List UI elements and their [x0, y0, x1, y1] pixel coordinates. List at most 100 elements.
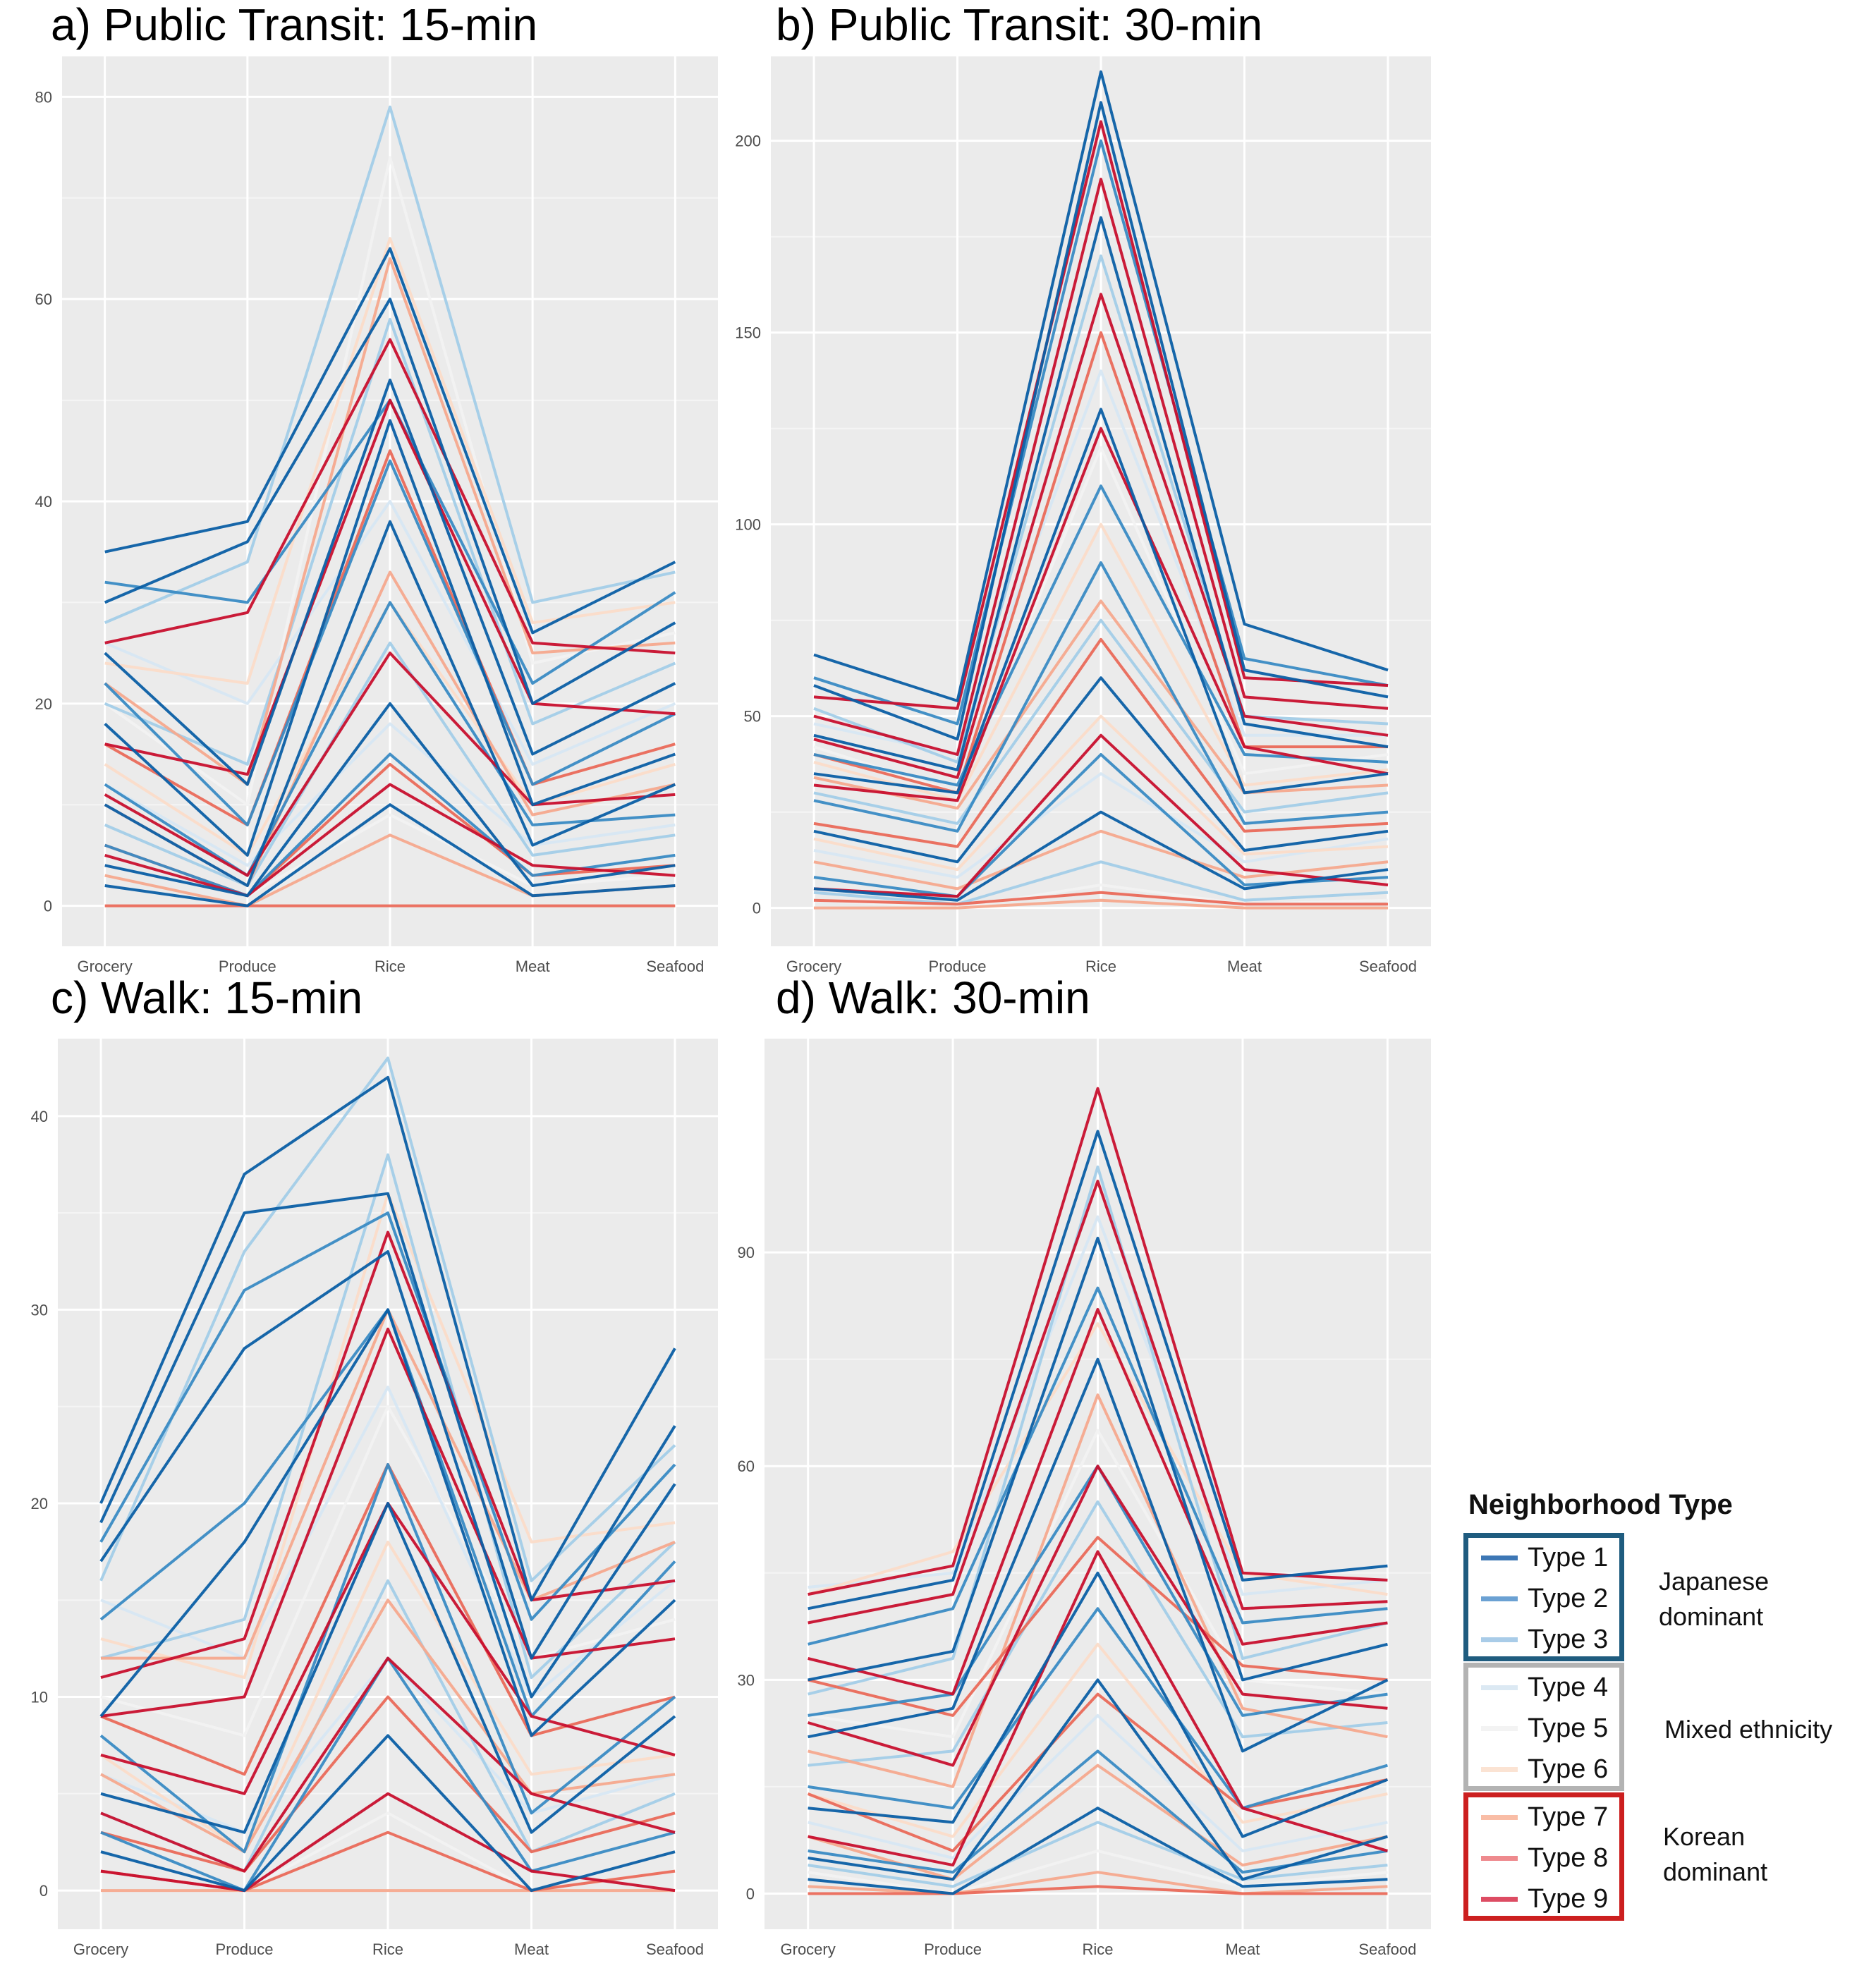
panel-c-series-line-type-5-15 [100, 1405, 676, 1737]
panel-d-series-line-type-1-1 [808, 1236, 1388, 1682]
panel-a-series-line-type-1-3 [104, 419, 676, 857]
panel-d-series-line-type-2-8 [808, 1607, 1388, 1810]
legend-group-korean-box [1463, 1792, 1624, 1921]
panel-d-series-line-type-8-22 [808, 1536, 1388, 1717]
panel-d-ytick-label: 60 [738, 1457, 755, 1475]
panel-b-series-line-type-9-29 [813, 733, 1389, 898]
legend-label-type-2: Type 2 [1528, 1583, 1609, 1613]
panel-a-title: a) Public Transit: 15-min [51, 0, 538, 50]
panel-c-series-line-type-2-8 [99, 1463, 676, 1854]
panel-d-series-line-type-5-16 [808, 1849, 1388, 1895]
legend-group-korean-label: Korean dominant [1663, 1822, 1768, 1886]
panel-c-series-line-type-1-4 [100, 1502, 676, 1834]
legend-item-type-2: Type 2 [1481, 1578, 1608, 1619]
panel-c-series-line-type-8-23 [100, 1695, 676, 1873]
legend-label-type-9: Type 9 [1528, 1883, 1609, 1914]
panel-d-series-line-type-5-15 [808, 1429, 1388, 1739]
panel-b-series-line-type-3-11 [813, 618, 1389, 825]
panel-a-series-line-type-3-13 [104, 641, 676, 887]
panel-b-series-line-type-7-21 [814, 898, 1388, 910]
panel-d-series-line-type-4-13 [808, 1215, 1388, 1596]
panel-d-xtick-meat: Meat [1225, 1941, 1260, 1958]
panel-d-series-line-type-6-17 [808, 1322, 1388, 1596]
panel-a-xtick-grocery: Grocery [78, 958, 133, 975]
panel-c-series-line-type-1-2 [99, 1250, 676, 1699]
panel-b-series-line-type-6-18 [813, 714, 1389, 872]
panel-c-series-line-type-7-20 [100, 1599, 676, 1854]
panel-b-title: b) Public Transit: 30-min [776, 0, 1263, 50]
panel-a-series-line-type-3-12 [104, 317, 676, 766]
panel-b-series-line-type-1-1 [813, 101, 1389, 741]
panel-b-series-line-type-2-8 [813, 561, 1389, 833]
panel-a-series-line-type-9-27 [104, 398, 676, 776]
panel-b-ytick-label: 0 [753, 900, 761, 917]
panel-b-xtick-grocery: Grocery [786, 958, 841, 975]
panel-a-series-line-type-9-29 [104, 783, 676, 898]
panel-b-ytick-label: 200 [735, 133, 761, 150]
panel-b-xtick-meat: Meat [1227, 958, 1262, 975]
panel-a-ytick-label: 0 [44, 898, 52, 915]
panel-b-series-line-type-8-23 [813, 637, 1389, 848]
legend-label-type-4: Type 4 [1528, 1672, 1609, 1702]
panel-c-series-line-type-1-0 [99, 1075, 676, 1602]
panel-b-series-line-type-1-4 [813, 676, 1389, 864]
panel-d-series-line-type-2-6 [808, 1286, 1388, 1646]
panel-c-ytick-label: 40 [31, 1108, 48, 1125]
panel-d-series-line-type-3-10 [808, 1165, 1388, 1696]
legend-label-type-8: Type 8 [1528, 1842, 1609, 1873]
legend-title: Neighborhood Type [1468, 1489, 1733, 1520]
panel-a-ytick-label: 80 [35, 88, 52, 106]
panel-d-series-line-type-1-3 [808, 1571, 1389, 1838]
panel-c-xtick-produce: Produce [216, 1941, 274, 1958]
panel-b-xtick-seafood: Seafood [1359, 958, 1417, 975]
panel-a-series-line-type-1-0 [104, 247, 676, 635]
panel-c-series-line-type-1-5 [100, 1734, 676, 1893]
panel-d-series-line-type-1-5 [808, 1807, 1388, 1895]
panel-a-ytick-label: 60 [35, 291, 52, 308]
panel-b-series-line-type-1-3 [813, 408, 1389, 795]
panel-b-series-line-type-1-2 [813, 216, 1389, 771]
panel-a-series-line-type-9-26 [104, 338, 676, 655]
panel-d-series-line-type-1-0 [808, 1130, 1388, 1611]
panel-a-xtick-seafood: Seafood [646, 958, 704, 975]
legend-group-mixed-box [1463, 1663, 1624, 1791]
legend-swatch-type-2 [1481, 1596, 1518, 1601]
panel-b-series-line-type-3-12 [813, 860, 1389, 906]
legend-swatch-type-7 [1481, 1814, 1518, 1820]
legend-item-type-3: Type 3 [1481, 1619, 1608, 1660]
legend-label-type-1: Type 1 [1528, 1542, 1609, 1572]
legend-group-japanese-label: Japanese dominant [1659, 1567, 1770, 1631]
legend-item-type-1: Type 1 [1481, 1537, 1608, 1578]
panel-b-series-line-type-8-22 [813, 331, 1388, 795]
panel-d-series-line-type-9-29 [808, 1550, 1388, 1867]
panel-c-ytick-label: 20 [31, 1495, 48, 1512]
legend-item-type-8: Type 8 [1481, 1838, 1608, 1878]
panel-a-series-line-type-1-4 [104, 520, 676, 887]
legend-item-type-4: Type 4 [1481, 1667, 1608, 1708]
panel-a-series-line-type-7-20 [104, 257, 676, 786]
legend-swatch-type-8 [1481, 1855, 1518, 1861]
panel-b-series-line-type-8-24 [813, 891, 1388, 906]
legend-swatch-type-5 [1481, 1725, 1518, 1731]
legend-item-type-5: Type 5 [1481, 1708, 1608, 1749]
legend-label-type-7: Type 7 [1528, 1802, 1609, 1832]
panel-a-series-line-type-8-23 [104, 449, 676, 826]
legend-item-type-6: Type 6 [1481, 1749, 1608, 1790]
panel-b-ytick-label: 100 [735, 516, 761, 534]
panel-a-series-line-type-9-28 [104, 652, 676, 877]
panel-b-series-line-type-2-6 [813, 139, 1389, 726]
legend-label-type-3: Type 3 [1528, 1624, 1609, 1654]
panel-d-xtick-produce: Produce [924, 1941, 982, 1958]
panel-d-title: d) Walk: 30-min [776, 972, 1090, 1023]
panel-d-series-line-type-7-19 [808, 1393, 1388, 1788]
panel-a-ytick-label: 20 [35, 695, 52, 713]
panel-a-ytick-label: 40 [35, 493, 52, 511]
panel-a-plot: 0 20 40 60 80 Grocery Produce Rice Meat Seafood [35, 56, 718, 975]
panel-c-series-line-type-4-13 [100, 1386, 676, 1699]
panel-b-series-line-type-9-28 [813, 427, 1389, 802]
panel-a-series-line-type-2-9 [104, 601, 676, 877]
panel-a-series-line-type-1-2 [104, 378, 676, 786]
panel-a-xtick-produce: Produce [219, 958, 276, 975]
panel-d-series-line-type-1-2 [808, 1357, 1389, 1753]
